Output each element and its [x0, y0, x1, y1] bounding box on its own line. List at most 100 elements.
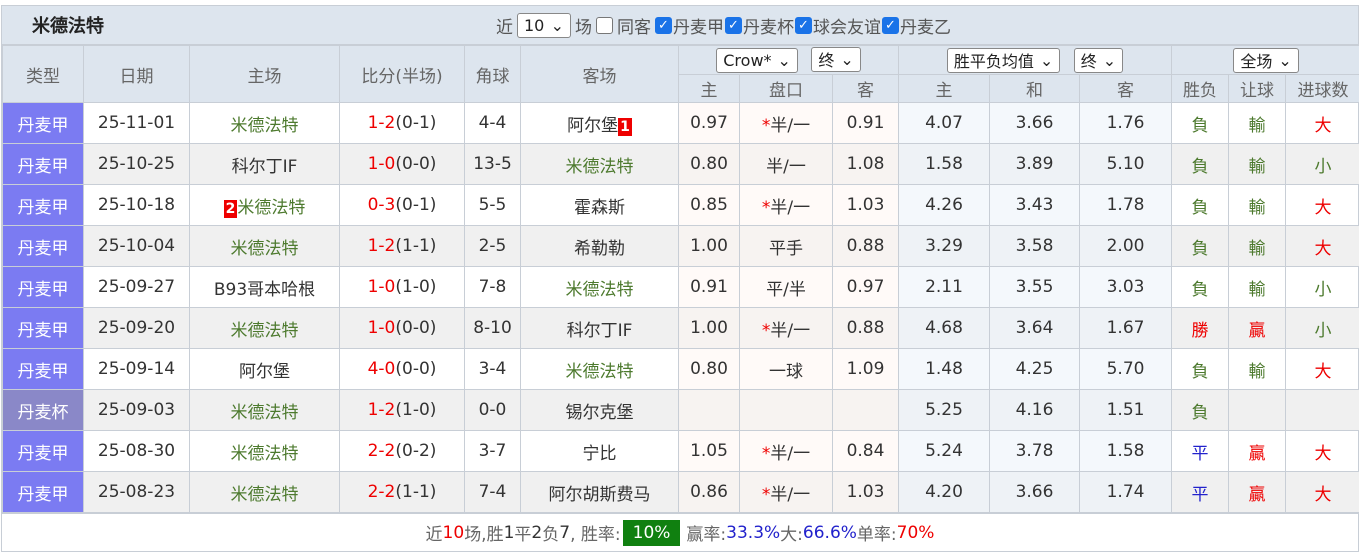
- match-date: 25-11-01: [84, 103, 190, 144]
- euro-home-odds: 3.29: [899, 226, 990, 267]
- euro-time-select[interactable]: 终⌄: [1074, 48, 1123, 73]
- summary-wins: 1: [504, 523, 515, 543]
- home-team-link[interactable]: 米德法特: [231, 239, 299, 259]
- asian-away-odds: 0.84: [833, 431, 899, 472]
- asian-company-select[interactable]: Crow*⌄: [716, 48, 798, 73]
- red-card-badge: 1: [618, 118, 632, 136]
- league-filters: ✓丹麦甲✓丹麦杯✓球会友谊✓丹麦乙: [655, 13, 951, 38]
- home-team-link[interactable]: B93哥本哈根: [214, 280, 315, 300]
- league-label: 丹麦杯: [743, 13, 794, 38]
- full-score[interactable]: 1-2: [368, 236, 396, 256]
- match-type[interactable]: 丹麦甲: [3, 431, 84, 472]
- euro-draw-odds: 3.66: [990, 472, 1080, 513]
- table-row: 丹麦甲 25-09-27 B93哥本哈根 1-0(1-0) 7-8 米德法特 0…: [3, 267, 1359, 308]
- asian-home-odds: 1.00: [679, 226, 740, 267]
- match-date: 25-09-03: [84, 390, 190, 431]
- euro-company-select[interactable]: 胜平负均值⌄: [947, 48, 1060, 73]
- summary-losses: 7: [559, 523, 570, 543]
- league-label: 球会友谊: [813, 13, 881, 38]
- match-date: 25-08-30: [84, 431, 190, 472]
- subheader: 进球数: [1286, 75, 1359, 103]
- full-score[interactable]: 4-0: [368, 359, 396, 379]
- home-team-link[interactable]: 米德法特: [231, 403, 299, 423]
- match-type[interactable]: 丹麦甲: [3, 472, 84, 513]
- match-date: 25-10-25: [84, 144, 190, 185]
- away-team-link[interactable]: 米德法特: [566, 362, 634, 382]
- match-count-value: 10: [524, 16, 544, 35]
- away-team-link[interactable]: 宁比: [583, 444, 617, 464]
- asian-time-select[interactable]: 终⌄: [811, 47, 860, 72]
- away-team-cell: 科尔丁IF: [521, 308, 679, 349]
- home-team-cell: 阿尔堡: [190, 349, 340, 390]
- home-team-link[interactable]: 米德法特: [237, 198, 305, 218]
- league-checkbox[interactable]: ✓: [795, 17, 812, 34]
- full-score[interactable]: 1-0: [368, 318, 396, 338]
- match-type[interactable]: 丹麦甲: [3, 349, 84, 390]
- check-icon: ✓: [728, 18, 739, 33]
- same-guest-checkbox[interactable]: [596, 17, 613, 34]
- score-cell: 1-0(1-0): [340, 267, 465, 308]
- league-label: 丹麦乙: [900, 13, 951, 38]
- asian-company-value: Crow*: [723, 51, 771, 70]
- col-score: 比分(半场): [340, 46, 465, 103]
- over-under-result: 小: [1286, 308, 1359, 349]
- handicap: 半/一: [770, 198, 810, 218]
- match-type[interactable]: 丹麦甲: [3, 226, 84, 267]
- half-score: (1-1): [395, 482, 436, 502]
- home-team-link[interactable]: 米德法特: [231, 485, 299, 505]
- match-count-select[interactable]: 10⌄: [517, 13, 571, 38]
- away-team-link[interactable]: 阿尔胡斯费马: [549, 485, 651, 505]
- match-type[interactable]: 丹麦甲: [3, 144, 84, 185]
- away-team-link[interactable]: 米德法特: [566, 280, 634, 300]
- league-checkbox[interactable]: ✓: [725, 17, 742, 34]
- match-type[interactable]: 丹麦甲: [3, 267, 84, 308]
- away-team-link[interactable]: 霍森斯: [574, 198, 625, 218]
- home-team-cell: 米德法特: [190, 103, 340, 144]
- subheader: 胜负: [1172, 75, 1229, 103]
- full-score[interactable]: 0-3: [368, 195, 396, 215]
- subheader: 主: [679, 75, 740, 103]
- away-team-link[interactable]: 希勒勒: [574, 239, 625, 259]
- away-team-link[interactable]: 米德法特: [566, 157, 634, 177]
- near-label: 近: [496, 13, 513, 38]
- handicap-result: 輸: [1229, 349, 1286, 390]
- handicap-cell: [740, 390, 833, 431]
- league-checkbox[interactable]: ✓: [882, 17, 899, 34]
- match-type[interactable]: 丹麦甲: [3, 103, 84, 144]
- home-team-link[interactable]: 科尔丁IF: [232, 157, 298, 177]
- euro-draw-odds: 3.64: [990, 308, 1080, 349]
- handicap-win-rate: 33.3%: [726, 523, 780, 543]
- home-team-link[interactable]: 阿尔堡: [239, 362, 290, 382]
- asian-home-odds: 0.80: [679, 144, 740, 185]
- away-team-link[interactable]: 科尔丁IF: [567, 321, 633, 341]
- league-checkbox[interactable]: ✓: [655, 17, 672, 34]
- home-team-link[interactable]: 米德法特: [231, 116, 299, 136]
- handicap-result: 贏: [1229, 431, 1286, 472]
- home-team-link[interactable]: 米德法特: [231, 321, 299, 341]
- match-type[interactable]: 丹麦杯: [3, 390, 84, 431]
- asian-away-odds: 1.08: [833, 144, 899, 185]
- table-row: 丹麦杯 25-09-03 米德法特 1-2(1-0) 0-0 锡尔克堡 5.25…: [3, 390, 1359, 431]
- asian-time-value: 终: [818, 47, 834, 71]
- asian-home-odds: 0.80: [679, 349, 740, 390]
- full-score[interactable]: 2-2: [368, 441, 396, 461]
- match-type[interactable]: 丹麦甲: [3, 185, 84, 226]
- full-score[interactable]: 1-0: [368, 277, 396, 297]
- home-team-link[interactable]: 米德法特: [231, 444, 299, 464]
- euro-home-odds: 5.24: [899, 431, 990, 472]
- full-score[interactable]: 1-0: [368, 154, 396, 174]
- away-team-link[interactable]: 阿尔堡: [567, 116, 618, 136]
- euro-home-odds: 1.48: [899, 349, 990, 390]
- asian-home-odds: 0.97: [679, 103, 740, 144]
- full-score[interactable]: 2-2: [368, 482, 396, 502]
- full-score[interactable]: 1-2: [368, 400, 396, 420]
- win-loss: 勝: [1172, 308, 1229, 349]
- full-score[interactable]: 1-2: [368, 113, 396, 133]
- summary-text: 大:: [780, 520, 803, 545]
- corners: 4-4: [465, 103, 521, 144]
- period-select[interactable]: 全场⌄: [1233, 48, 1298, 73]
- over-under-result: 大: [1286, 349, 1359, 390]
- away-team-link[interactable]: 锡尔克堡: [566, 403, 634, 423]
- match-type[interactable]: 丹麦甲: [3, 308, 84, 349]
